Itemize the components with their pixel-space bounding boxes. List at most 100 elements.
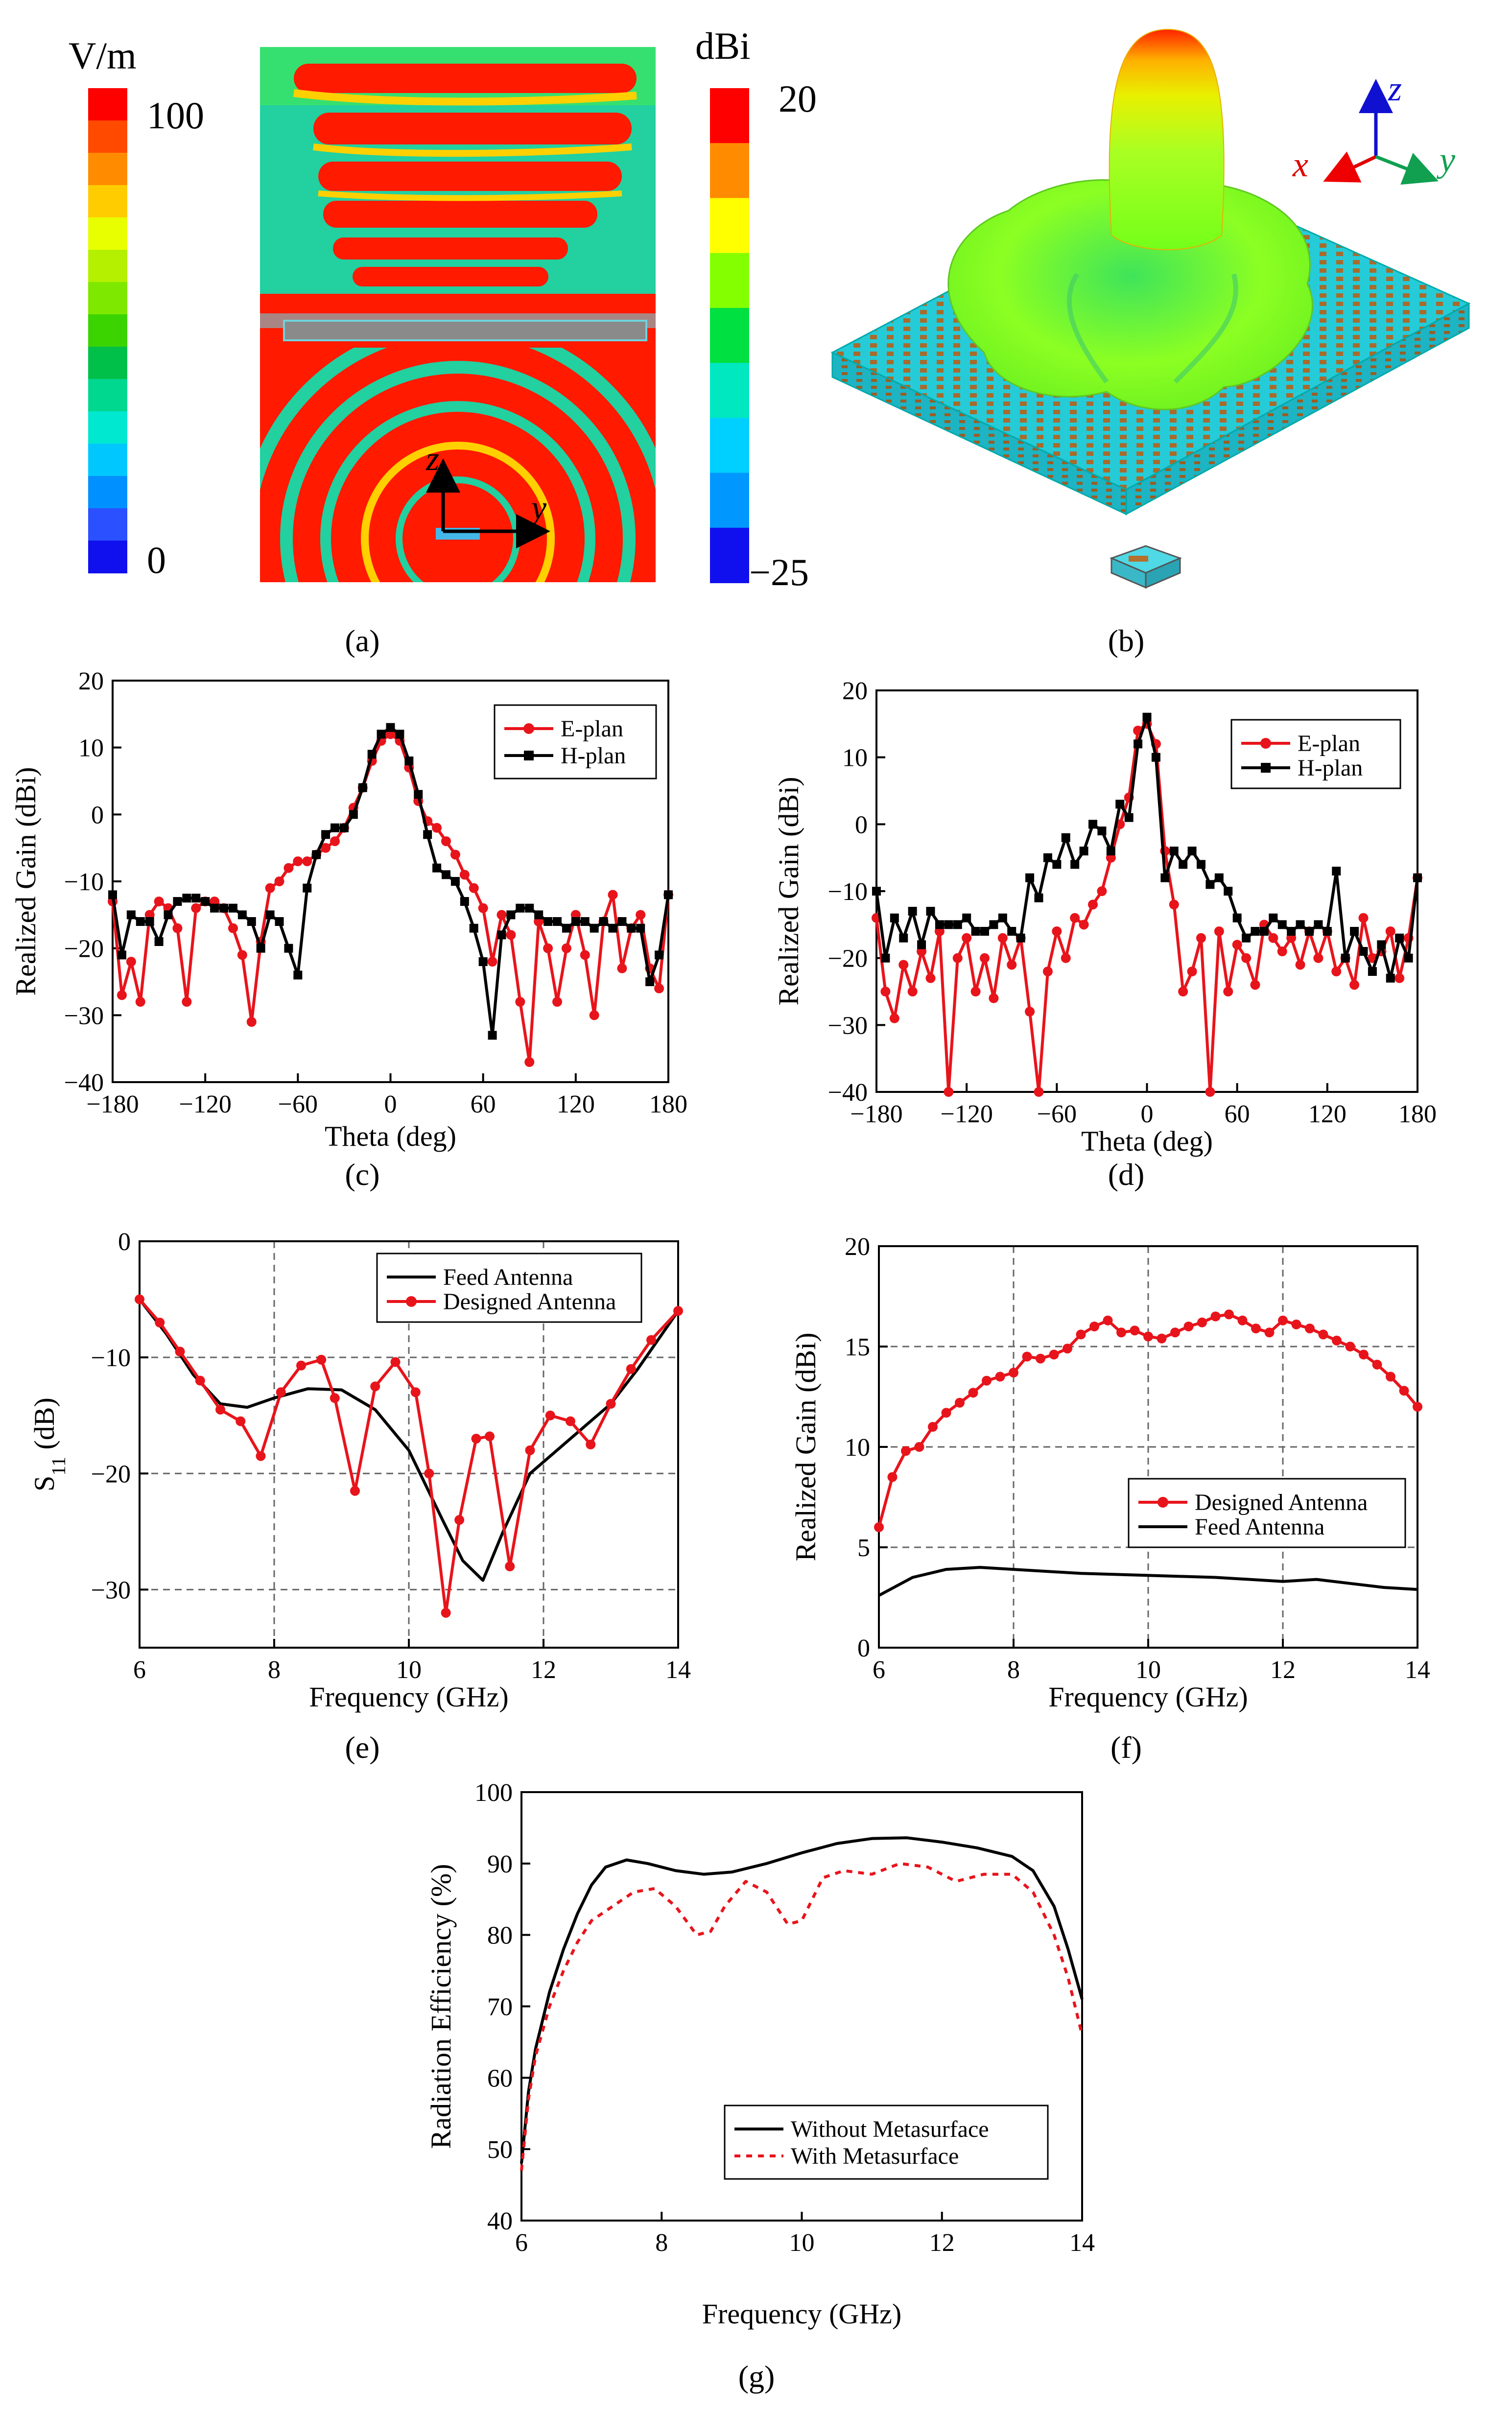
data-point: [485, 1431, 495, 1442]
data-point: [1142, 712, 1152, 722]
data-point: [423, 830, 432, 839]
data-point: [441, 836, 451, 846]
data-point: [117, 990, 127, 1000]
data-point: [164, 910, 173, 920]
data-point: [1269, 913, 1278, 923]
colorbar-b-segment: [710, 363, 749, 419]
data-point: [1214, 873, 1224, 882]
data-point: [350, 1486, 360, 1496]
data-point: [1242, 933, 1251, 943]
data-point: [1183, 1322, 1194, 1331]
y-tick-label: −30: [828, 1012, 868, 1040]
data-point: [1061, 953, 1071, 963]
data-point: [1103, 1315, 1113, 1325]
data-point: [1394, 973, 1405, 983]
panel-label-a: (a): [345, 623, 379, 658]
y-tick-label: −40: [64, 1069, 104, 1097]
data-point: [1036, 1353, 1045, 1364]
data-point: [1323, 927, 1332, 936]
data-point: [1089, 1322, 1099, 1331]
chart-c-gain-pattern: −180 −120 −60 0 60 120 180 −40 −30 −20 −10 0 10 20 The…: [10, 667, 687, 1152]
data-point: [478, 903, 488, 913]
data-point: [926, 907, 935, 916]
data-point: [914, 1442, 924, 1452]
y-tick-label: 0: [118, 1228, 131, 1256]
data-point: [1025, 1007, 1035, 1017]
data-point: [1291, 1319, 1301, 1329]
data-point: [450, 877, 460, 886]
data-point: [442, 870, 450, 879]
data-point: [1097, 827, 1107, 835]
data-point: [247, 917, 256, 926]
data-point: [191, 894, 201, 903]
x-axis-label: Frequency (GHz): [1048, 1681, 1248, 1713]
data-point: [154, 937, 164, 946]
y-tick-label: 100: [474, 1779, 513, 1807]
axis-a-y: y: [528, 489, 547, 527]
x-axis-label: Theta (deg): [1081, 1125, 1213, 1157]
x-tick-label: 8: [268, 1656, 281, 1684]
data-point: [303, 883, 312, 893]
data-point: [191, 903, 201, 913]
colorbar-a-min: 0: [147, 539, 166, 581]
data-point: [265, 910, 275, 920]
data-point: [998, 913, 1007, 923]
data-point: [580, 917, 590, 926]
data-point: [898, 960, 909, 970]
data-point: [395, 730, 404, 739]
x-tick-label: 8: [1007, 1656, 1020, 1684]
data-point: [432, 863, 442, 873]
data-point: [471, 1434, 481, 1444]
x-tick-label: 6: [133, 1656, 146, 1684]
data-point: [524, 1057, 535, 1067]
data-point: [970, 987, 981, 996]
data-point: [1314, 920, 1323, 929]
data-point: [872, 887, 881, 896]
y-tick-label: 0: [855, 811, 868, 839]
data-point: [673, 1306, 683, 1316]
data-point: [1359, 1349, 1369, 1360]
data-point: [505, 1561, 515, 1571]
data-point: [1377, 940, 1386, 949]
data-point: [1134, 739, 1143, 749]
data-point: [454, 1515, 465, 1525]
field-map: [260, 47, 656, 583]
legend-label: E-plan: [1298, 731, 1360, 757]
data-point: [627, 923, 636, 933]
data-point: [256, 944, 265, 953]
data-point: [1061, 833, 1070, 842]
data-point: [469, 923, 478, 933]
chart-d-gain-pattern: −180 −120 −60 0 60 120 180 −40 −30 −20 −10 0 10 20 The…: [773, 677, 1437, 1157]
legend-label: Feed Antenna: [1195, 1514, 1324, 1540]
data-point: [962, 933, 972, 943]
panel-label-c: (c): [345, 1157, 379, 1192]
data-point: [968, 1388, 978, 1398]
x-tick-label: 180: [1398, 1100, 1437, 1128]
x-tick-label: −180: [86, 1090, 139, 1118]
data-point: [1022, 1351, 1032, 1362]
data-point: [424, 1468, 434, 1479]
data-point: [1079, 920, 1089, 930]
data-point: [1345, 1342, 1355, 1351]
data-point: [1386, 973, 1395, 983]
data-point: [908, 907, 917, 916]
data-point: [330, 836, 340, 846]
data-point: [117, 950, 126, 960]
y-tick-label: 70: [487, 1993, 513, 2021]
data-point: [1224, 887, 1233, 896]
data-point: [1268, 933, 1278, 943]
colorbar-b-max: 20: [779, 77, 817, 120]
data-point: [284, 944, 293, 953]
data-point: [655, 950, 664, 960]
data-point: [1413, 873, 1422, 882]
y-tick-label: 80: [487, 1922, 513, 1950]
data-point: [441, 1608, 451, 1618]
feed-antenna-3d: [1109, 545, 1182, 589]
colorbar-a-segment: [88, 250, 127, 283]
legend-box: [1128, 1478, 1406, 1548]
data-point: [534, 910, 543, 920]
data-point: [1277, 920, 1287, 929]
axis-b-y: y: [1436, 140, 1455, 179]
colorbar-a-segment: [88, 314, 127, 347]
